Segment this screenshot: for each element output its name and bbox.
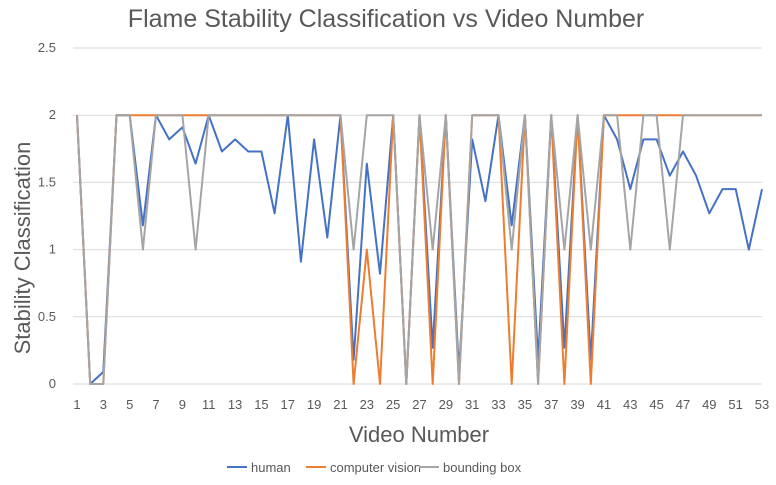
x-tick-label: 21 [333,397,347,412]
x-tick-label: 47 [676,397,690,412]
x-tick-label: 29 [439,397,453,412]
x-tick-label: 5 [126,397,133,412]
x-tick-label: 25 [386,397,400,412]
x-tick-label: 3 [100,397,107,412]
legend-item-human: human [227,460,291,475]
x-tick-label: 1 [73,397,80,412]
legend: human computer vision bounding box [227,460,522,475]
x-tick-label: 9 [179,397,186,412]
x-tick-label: 17 [281,397,295,412]
x-tick-label: 35 [518,397,532,412]
x-tick-label: 33 [491,397,505,412]
series-line-bounding-box [76,114,762,385]
legend-item-computer-vision: computer vision [306,460,421,475]
x-tick-label: 45 [649,397,663,412]
legend-item-bounding-box: bounding box [419,460,522,475]
x-tick-label: 23 [360,397,374,412]
legend-label: bounding box [443,460,522,475]
x-tick-label: 27 [412,397,426,412]
y-axis-title: Stability Classification [10,142,35,355]
y-axis-ticks: 0 0.5 1 1.5 2 2.5 [38,40,56,391]
x-tick-label: 37 [544,397,558,412]
x-tick-label: 53 [755,397,769,412]
y-tick-label: 0.5 [38,309,56,324]
x-tick-label: 39 [570,397,584,412]
grid-layer [73,47,762,385]
x-axis-ticks: 1 3 5 7 9 11 13 15 17 19 21 23 25 27 29 31 33 35 37 39 41 43 4… [73,397,769,412]
x-tick-label: 41 [597,397,611,412]
x-tick-label: 19 [307,397,321,412]
x-axis-title: Video Number [349,422,489,447]
x-tick-label: 7 [152,397,159,412]
x-tick-label: 49 [702,397,716,412]
y-tick-label: 1 [49,242,56,257]
y-tick-label: 2 [49,107,56,122]
y-tick-label: 0 [49,376,56,391]
chart-title: Flame Stability Classification vs Video … [128,5,644,33]
series-layer [76,114,763,385]
legend-label: human [251,460,291,475]
x-tick-label: 15 [254,397,268,412]
x-tick-label: 31 [465,397,479,412]
x-tick-label: 51 [728,397,742,412]
x-tick-label: 11 [202,397,216,412]
legend-label: computer vision [330,460,421,475]
y-tick-label: 1.5 [38,174,56,189]
x-tick-label: 43 [623,397,637,412]
x-tick-label: 13 [228,397,242,412]
y-tick-label: 2.5 [38,40,56,55]
